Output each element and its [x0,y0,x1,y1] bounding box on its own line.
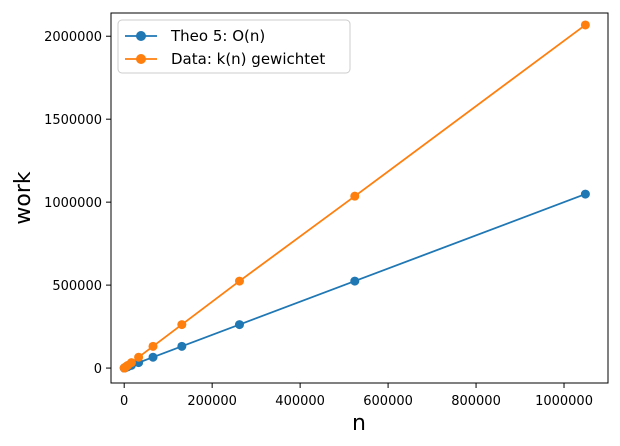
x-axis-ticks: 0 200000 400000 600000 800000 1000000 [120,383,593,409]
y-tick-label: 1500000 [44,113,102,128]
y-axis-ticks: 0 500000 1000000 1500000 2000000 [44,30,111,377]
data-point [350,191,360,201]
x-tick-label: 0 [120,394,128,409]
legend: Theo 5: O(n) Data: k(n) gewichtet [117,19,351,74]
data-point [234,320,244,330]
data-point [580,189,590,199]
y-tick-label: 500000 [52,279,102,294]
data-point [134,352,144,362]
series-layer [119,20,590,373]
data-point [148,341,158,351]
legend-marker-theo [136,31,146,41]
plot-frame [110,12,609,384]
legend-entry-theo: Theo 5: O(n) [125,27,265,45]
legend-label-theo: Theo 5: O(n) [170,27,265,45]
series-1 [119,20,590,373]
data-point [350,276,360,286]
y-tick-label: 1000000 [44,196,102,211]
legend-entry-data: Data: k(n) gewichtet [125,50,325,68]
data-point [580,20,590,30]
y-tick-label: 0 [94,362,102,377]
x-axis-label: n [352,411,366,436]
data-point [177,341,187,351]
data-point [177,320,187,330]
legend-label-data: Data: k(n) gewichtet [171,50,325,68]
data-point [148,352,158,362]
legend-marker-data [136,54,146,64]
x-tick-label: 400000 [275,394,325,409]
x-tick-label: 800000 [451,394,501,409]
y-tick-label: 2000000 [44,30,102,45]
data-point [234,276,244,286]
legend-box [117,19,351,74]
series-0 [119,189,590,373]
x-tick-label: 1000000 [535,394,593,409]
x-tick-label: 600000 [363,394,413,409]
data-point [126,358,136,368]
y-axis-label: work [11,171,36,224]
x-tick-label: 200000 [187,394,237,409]
